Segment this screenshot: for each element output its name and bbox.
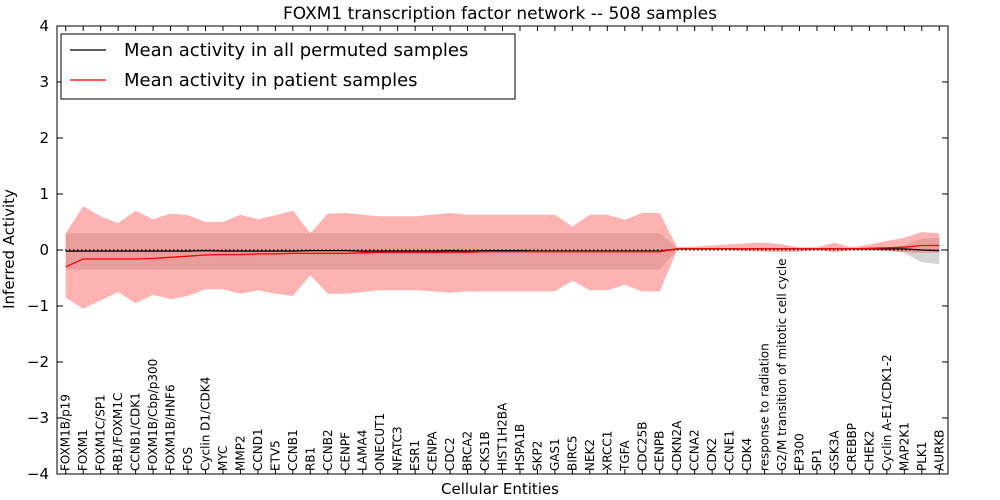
plot-area: [57, 206, 948, 309]
series-1-line: [65, 244, 940, 268]
y-tick-label: 1: [39, 185, 49, 203]
x-tick-label: CDK4: [740, 438, 754, 471]
x-tick-label: CDC25B: [635, 422, 649, 472]
x-tick-label: CCNB1: [286, 429, 300, 471]
x-tick-label: GAS1: [548, 438, 562, 471]
x-tick-label: EP300: [793, 433, 807, 471]
x-tick-label: ETV5: [268, 440, 282, 471]
x-tick-label: ONECUT1: [373, 413, 387, 471]
x-tick-label: HIST1H2BA: [496, 402, 510, 471]
x-tick-label: CCND1: [251, 428, 265, 471]
x-tick-label: CKS1B: [478, 431, 492, 471]
x-tick-label: CREBBP: [845, 423, 859, 471]
y-tick-label: 4: [39, 17, 49, 35]
series-1-band: [65, 206, 940, 309]
x-tick-label: PLK1: [915, 442, 929, 471]
x-tick-label: LAMA4: [356, 430, 370, 471]
x-tick-label: NEK2: [583, 439, 597, 471]
legend-label-1: Mean activity in patient samples: [124, 70, 418, 91]
y-tick-label: −1: [27, 297, 49, 315]
x-tick-label: Cyclin D1/CDK4: [199, 377, 213, 471]
x-tick-label: CDKN2A: [670, 420, 684, 471]
legend: Mean activity in all permuted samples Mea…: [60, 33, 516, 100]
x-tick-label: XRCC1: [600, 431, 614, 471]
x-tick-label: response to radiation: [758, 343, 772, 471]
x-tick-label: SKP2: [530, 441, 544, 471]
x-tick-label: FOXM1B/p19: [59, 394, 73, 471]
y-tick-label: 2: [39, 129, 49, 147]
y-tick-label: −4: [27, 465, 49, 483]
x-tick-label: CENPB: [653, 431, 667, 471]
chart-title: FOXM1 transcription factor network -- 50…: [283, 4, 717, 24]
x-tick-label: MYC: [216, 446, 230, 471]
x-tick-label: CDC2: [443, 437, 457, 471]
x-tick-label: CCNB2: [321, 429, 335, 471]
legend-box: [60, 33, 516, 100]
y-tick-label: −3: [27, 409, 49, 427]
x-tick-label: CDK2: [705, 438, 719, 471]
x-tick-label: MAP2K1: [897, 422, 911, 471]
x-tick-label: BIRC5: [565, 435, 579, 471]
x-tick-label: HSPA1B: [513, 424, 527, 471]
x-tick-label: MMP2: [233, 435, 247, 471]
legend-label-0: Mean activity in all permuted samples: [124, 40, 468, 61]
x-tick-label: FOS: [181, 447, 195, 471]
x-tick-label: RB1/FOXM1C: [111, 393, 125, 471]
x-tick-label: CCNB1/CDK1: [129, 392, 143, 471]
x-tick-label: CENPA: [426, 431, 440, 471]
x-tick-label: RB1: [303, 447, 317, 471]
x-tick-label: FOXM1: [76, 429, 90, 471]
x-tick-label: CCNA2: [688, 429, 702, 471]
x-tick-label: GSK3A: [827, 430, 841, 471]
y-tick-label: 3: [39, 73, 49, 91]
x-tick-label: NFATC3: [391, 426, 405, 471]
y-tick-label: −2: [27, 353, 49, 371]
x-axis-label: Cellular Entities: [441, 480, 559, 498]
x-tick-label: G2/M transition of mitotic cell cycle: [775, 258, 789, 471]
x-tick-label: FOXM1C/SP1: [94, 394, 108, 471]
x-tick-label: SP1: [810, 449, 824, 472]
x-tick-label: BRCA2: [461, 431, 475, 471]
x-tick-label: FOXM1B/Cbp/p300: [146, 359, 160, 471]
x-tick-label: AURKB: [932, 430, 946, 471]
x-tick-label: CCNE1: [723, 430, 737, 471]
x-tick-label: Cyclin A-E1/CDK1-2: [880, 354, 894, 471]
x-tick-label: TGFA: [618, 440, 632, 472]
x-tick-label: ESR1: [408, 440, 422, 471]
x-tick-label: CHEK2: [862, 431, 876, 472]
y-axis-label: Inferred Activity: [0, 189, 18, 309]
x-tick-label: CENPF: [338, 432, 352, 471]
x-tick-label: FOXM1B/HNF6: [164, 384, 178, 471]
y-tick-label: 0: [39, 241, 49, 259]
